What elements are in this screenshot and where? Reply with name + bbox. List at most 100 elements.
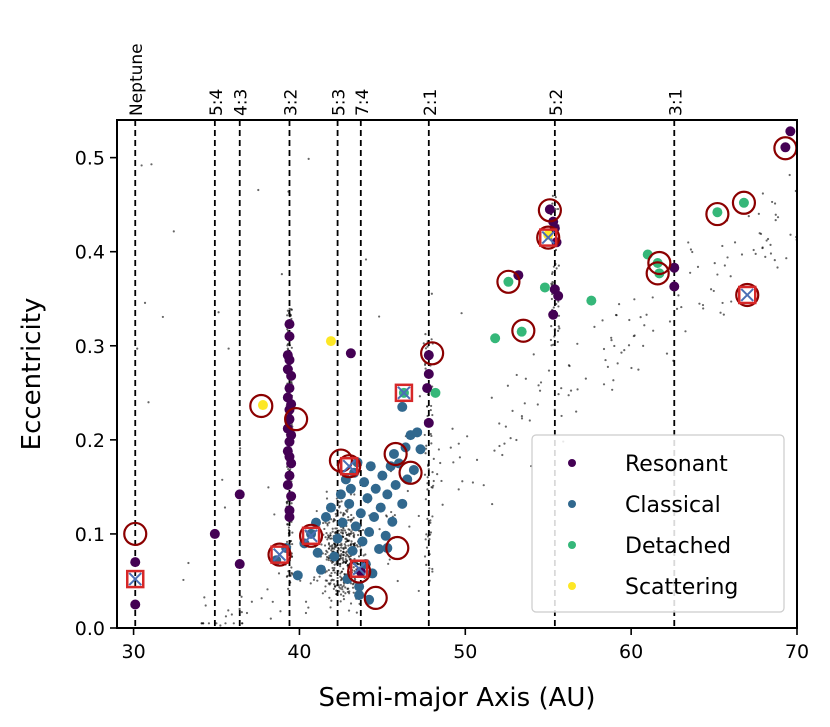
background-point — [378, 528, 381, 531]
circle-marker — [420, 341, 445, 366]
background-point — [550, 344, 553, 347]
background-point — [324, 585, 327, 588]
background-point — [240, 611, 243, 614]
background-point — [361, 528, 365, 532]
background-point — [352, 532, 355, 535]
background-point — [493, 449, 496, 452]
data-point-classical — [320, 511, 331, 522]
background-point — [601, 319, 604, 322]
background-point — [352, 591, 355, 594]
circle-marker — [735, 282, 760, 308]
data-point-classical — [337, 517, 348, 528]
background-point — [432, 457, 435, 460]
background-point — [423, 433, 426, 437]
background-point — [343, 543, 346, 546]
background-point — [182, 578, 185, 582]
data-point-scattering — [257, 400, 268, 411]
x-marker — [352, 562, 366, 576]
background-point — [378, 315, 381, 318]
background-point — [348, 539, 351, 542]
square-markers-layer — [125, 228, 757, 589]
background-point — [339, 572, 342, 575]
background-point — [424, 333, 427, 336]
background-point — [342, 561, 345, 564]
background-point — [342, 553, 345, 557]
background-point — [615, 314, 618, 317]
background-point — [431, 413, 434, 417]
background-point — [627, 344, 631, 347]
background-point — [347, 555, 350, 558]
background-point — [326, 524, 329, 527]
background-point — [689, 271, 692, 274]
resonance-label: 3:2 — [281, 89, 301, 116]
background-point — [338, 590, 341, 593]
background-point — [584, 377, 587, 380]
background-point — [280, 273, 283, 276]
background-point — [729, 275, 732, 278]
background-point — [327, 558, 330, 562]
background-point — [785, 257, 788, 260]
background-point — [344, 592, 347, 595]
resonance-label: 7:4 — [353, 89, 373, 116]
background-point — [426, 345, 429, 348]
background-point — [240, 622, 244, 625]
data-point-detached — [503, 276, 514, 287]
background-point — [722, 313, 725, 316]
background-point — [143, 301, 147, 305]
background-point — [250, 600, 253, 603]
background-point — [339, 583, 342, 587]
background-point — [431, 570, 434, 573]
background-point — [277, 572, 281, 575]
data-point-resonant — [785, 126, 796, 137]
background-point — [341, 588, 344, 591]
background-point — [344, 586, 347, 589]
background-point — [343, 529, 347, 532]
circle-marker — [337, 454, 362, 479]
background-point — [286, 314, 289, 317]
background-point — [266, 588, 269, 591]
data-point-classical — [335, 489, 346, 500]
data-point-resonant — [548, 309, 559, 320]
x-axis-title: Semi-major Axis (AU) — [318, 683, 595, 713]
background-point — [754, 252, 757, 255]
background-point — [567, 364, 571, 367]
data-point-classical — [387, 516, 398, 527]
background-point — [769, 243, 772, 246]
background-point — [509, 437, 512, 440]
background-point — [773, 202, 777, 205]
background-point — [332, 568, 336, 572]
background-point — [550, 297, 553, 301]
background-point — [217, 311, 220, 314]
background-point — [345, 553, 348, 556]
background-point — [353, 493, 356, 496]
background-point — [313, 576, 316, 579]
background-point — [341, 585, 344, 589]
background-point — [417, 514, 420, 518]
data-point-resonant — [284, 436, 295, 447]
background-point — [327, 568, 330, 572]
background-point — [538, 389, 542, 392]
background-point — [758, 232, 761, 235]
background-point — [757, 212, 760, 215]
background-point — [331, 530, 334, 533]
background-point — [490, 396, 493, 399]
background-point — [613, 344, 616, 348]
background-point — [630, 366, 633, 370]
background-point — [325, 532, 328, 535]
background-point — [332, 587, 335, 590]
data-point-classical — [382, 489, 393, 500]
background-point — [316, 579, 319, 582]
background-point — [425, 533, 428, 536]
background-point — [304, 600, 308, 603]
background-point — [633, 298, 636, 301]
data-point-classical — [364, 527, 375, 538]
background-point — [324, 590, 327, 593]
background-point — [328, 521, 331, 524]
background-point — [431, 515, 434, 518]
legend-label: Scattering — [625, 575, 738, 600]
background-point — [560, 387, 563, 390]
background-point — [549, 338, 553, 342]
background-point — [334, 512, 337, 516]
background-point — [326, 551, 329, 554]
background-point — [342, 598, 346, 601]
